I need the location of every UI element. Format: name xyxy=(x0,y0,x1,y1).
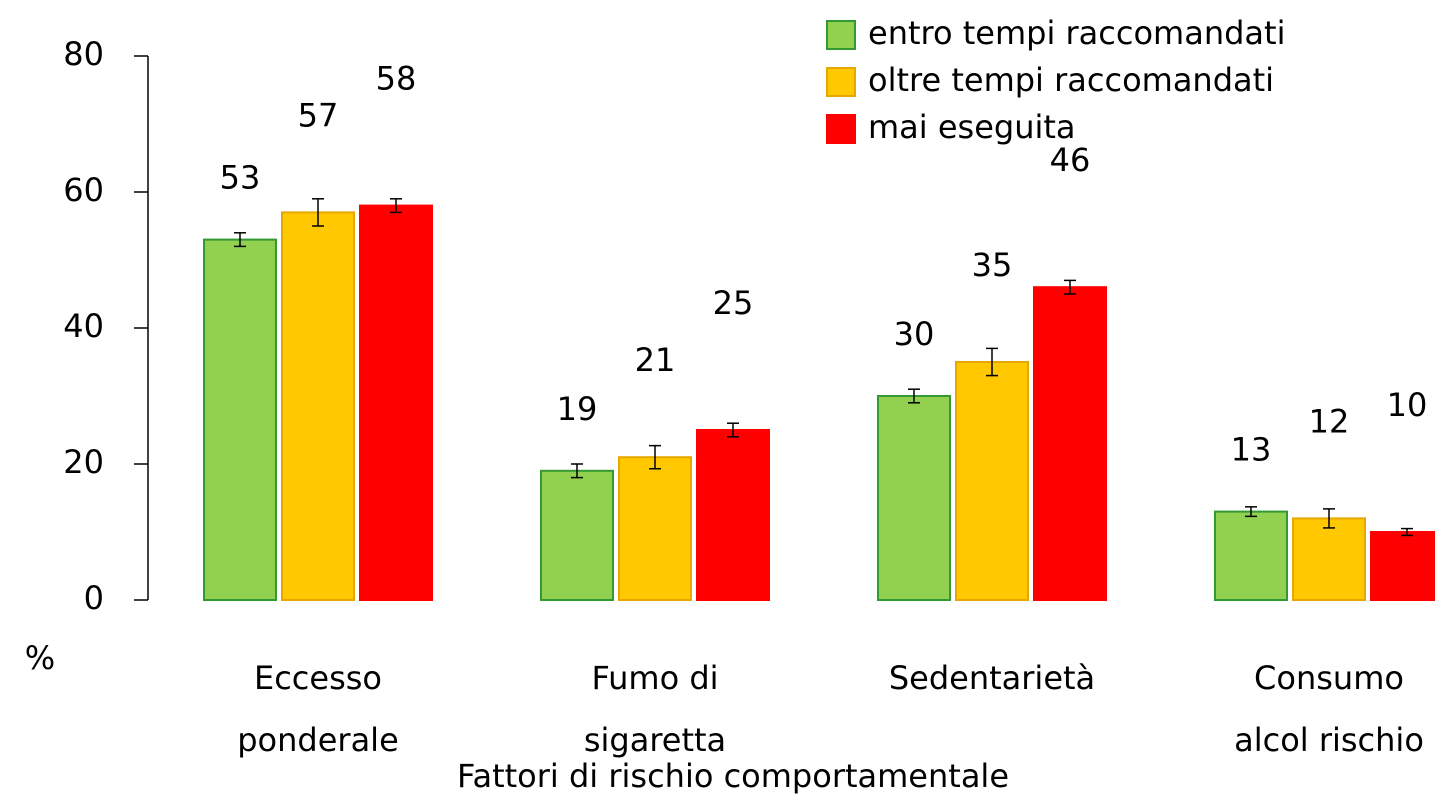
legend-label: mai eseguita xyxy=(868,108,1076,146)
bar xyxy=(281,211,355,601)
legend-swatch xyxy=(826,20,856,50)
y-tick-label: 0 xyxy=(84,579,104,617)
error-bar xyxy=(1323,508,1335,529)
error-bar xyxy=(234,232,246,248)
legend-label: entro tempi raccomandati xyxy=(868,14,1285,52)
x-tick-label: Sedentarietà xyxy=(889,659,1095,697)
bar xyxy=(540,469,614,601)
bar xyxy=(1292,517,1366,602)
x-tick-label: alcol rischio xyxy=(1234,721,1424,759)
x-tick-label: Consumo xyxy=(1254,659,1404,697)
bar xyxy=(203,238,277,601)
data-label: 30 xyxy=(894,315,935,353)
y-axis-label: % xyxy=(25,639,55,677)
legend-swatch xyxy=(826,67,856,97)
error-bar xyxy=(727,422,739,438)
y-tick-label: 80 xyxy=(63,35,104,73)
x-tick-label: sigaretta xyxy=(584,721,726,759)
bar xyxy=(1370,531,1435,601)
error-bar xyxy=(1064,279,1076,295)
error-bar xyxy=(312,198,324,227)
legend-label: oltre tempi raccomandati xyxy=(868,61,1274,99)
error-bar xyxy=(649,444,661,470)
data-label: 58 xyxy=(376,60,417,98)
error-bar xyxy=(1245,506,1257,518)
data-label: 12 xyxy=(1309,402,1350,440)
bar xyxy=(955,361,1029,601)
y-tick-label: 40 xyxy=(63,307,104,345)
data-label: 46 xyxy=(1050,141,1091,179)
y-tick-label: 60 xyxy=(63,171,104,209)
x-tick-label: Eccesso xyxy=(254,659,382,697)
bar xyxy=(1214,510,1288,602)
error-bar xyxy=(986,347,998,377)
data-label: 53 xyxy=(220,159,261,197)
bar xyxy=(1033,286,1107,601)
x-tick-label: ponderale xyxy=(237,721,399,759)
data-label: 13 xyxy=(1231,431,1272,469)
data-label: 35 xyxy=(972,246,1013,284)
data-label: 19 xyxy=(557,390,598,428)
bar xyxy=(877,395,951,601)
y-tick-label: 20 xyxy=(63,443,104,481)
legend-swatch xyxy=(826,114,856,144)
error-bar xyxy=(390,198,402,214)
data-label: 10 xyxy=(1387,386,1428,424)
error-bar xyxy=(1401,527,1413,537)
data-label: 57 xyxy=(298,96,339,134)
x-tick-label: Fumo di xyxy=(591,659,718,697)
bar xyxy=(696,429,770,601)
bar xyxy=(359,204,433,601)
bar xyxy=(618,456,692,602)
error-bar xyxy=(571,463,583,479)
x-axis-label: Fattori di rischio comportamentale xyxy=(457,757,1009,795)
data-label: 21 xyxy=(635,341,676,379)
data-label: 25 xyxy=(713,284,754,322)
error-bar xyxy=(908,388,920,404)
